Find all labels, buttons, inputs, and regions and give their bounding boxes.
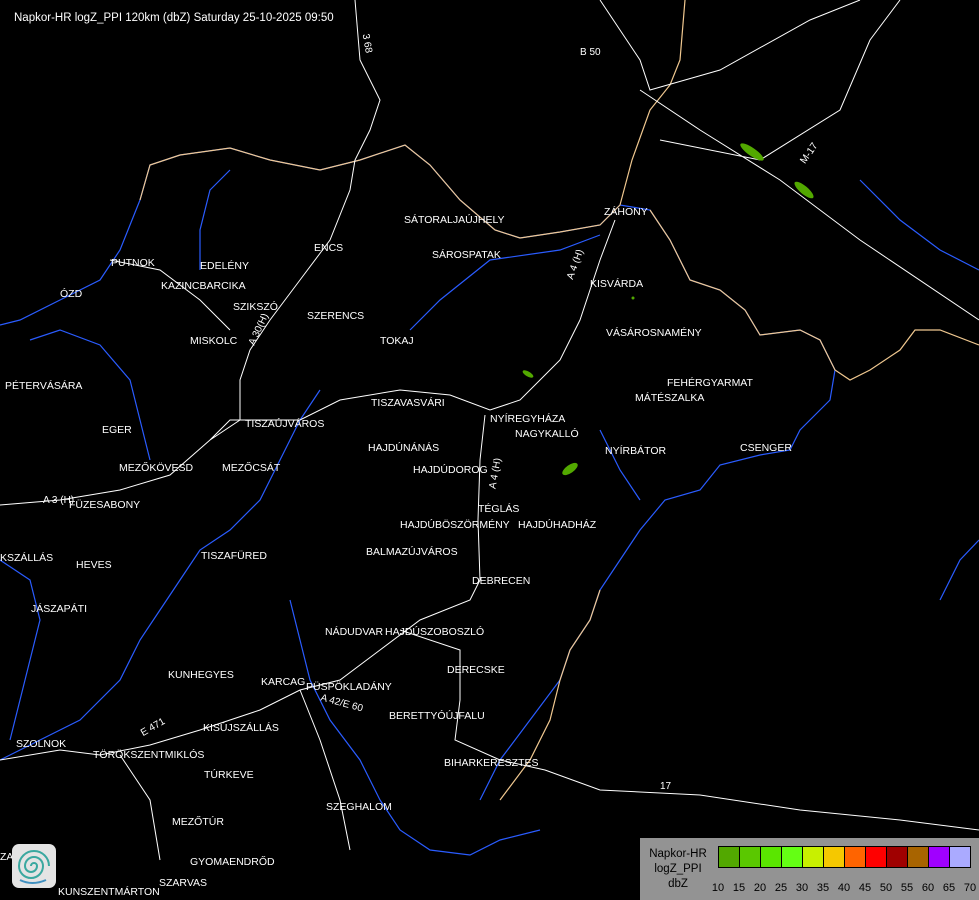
legend-tick: 30	[795, 882, 809, 894]
legend-swatch	[887, 847, 908, 867]
legend-tick: 55	[900, 882, 914, 894]
legend-tick: 50	[879, 882, 893, 894]
legend-tick: 20	[753, 882, 767, 894]
city-label: KISVÁRDA	[590, 278, 644, 290]
city-label: MEZŐTÚR	[172, 816, 224, 828]
legend-line: dbZ	[668, 878, 688, 890]
legend-swatch	[950, 847, 970, 867]
city-label: SZOLNOK	[16, 738, 67, 750]
city-label: HAJDÚBÖSZÖRMÉNY	[400, 519, 510, 531]
legend-swatch	[761, 847, 782, 867]
city-label: HAJDÚNÁNÁS	[368, 442, 440, 454]
city-label: KSZÁLLÁS	[0, 552, 54, 564]
city-label: ÓZD	[60, 288, 83, 300]
legend-tick: 15	[732, 882, 746, 894]
city-label: TISZAÚJVÁROS	[245, 418, 325, 430]
legend-line: Napkor-HR	[649, 848, 707, 860]
legend-swatch	[803, 847, 824, 867]
city-label: ENCS	[314, 242, 344, 254]
city-label: BALMAZÚJVÁROS	[366, 546, 458, 558]
legend-swatch	[866, 847, 887, 867]
city-label: PÉTERVÁSÁRA	[5, 380, 83, 392]
city-label: SZERENCS	[307, 310, 365, 322]
legend-line: logZ_PPI	[654, 863, 702, 875]
legend-swatch	[824, 847, 845, 867]
city-label: SZIKSZÓ	[233, 301, 278, 313]
city-label: DERECSKE	[447, 664, 505, 676]
city-label: SZARVAS	[159, 877, 208, 889]
city-label: NAGYKALLÓ	[515, 428, 579, 440]
legend-title: Napkor-HR logZ_PPI dbZ	[644, 847, 712, 892]
city-label: HAJDÚDOROG	[413, 464, 488, 476]
legend-tick: 60	[921, 882, 935, 894]
city-label: EGER	[102, 424, 132, 436]
city-label: GYOMAENDRŐD	[190, 856, 275, 868]
city-label: TÖRÖKSZENTMIKLÓS	[93, 749, 205, 761]
city-label: BIHARKERESZTES	[444, 757, 539, 769]
city-label: TISZAVASVÁRI	[371, 397, 445, 409]
city-label: KISÚJSZÁLLÁS	[203, 722, 279, 734]
city-label: HAJDÚSZOBOSZLÓ	[385, 626, 485, 638]
city-label: MEZŐKÖVESD	[119, 462, 194, 474]
city-label: PÜSPÖKLADÁNY	[306, 681, 392, 693]
city-label: EDELÉNY	[200, 260, 250, 272]
city-label: PUTNOK	[111, 257, 155, 269]
city-label: NÁDUDVAR	[325, 626, 384, 638]
city-label: TOKAJ	[380, 335, 414, 347]
city-label: MISKOLC	[190, 335, 238, 347]
legend-tick: 65	[942, 882, 956, 894]
city-label: HAJDÚHADHÁZ	[518, 519, 597, 531]
legend-tick: 35	[816, 882, 830, 894]
legend-swatch	[782, 847, 803, 867]
legend-tick: 40	[837, 882, 851, 894]
legend-swatch	[845, 847, 866, 867]
legend-tick: 45	[858, 882, 872, 894]
country-border	[139, 0, 979, 801]
legend-swatch	[929, 847, 950, 867]
city-label: KUNSZENTMÁRTON	[58, 886, 160, 898]
roads	[0, 0, 979, 861]
city-label: MÁTÉSZALKA	[635, 392, 705, 404]
city-label: TISZAFÜRED	[201, 550, 267, 562]
radar-title: Napkor-HR logZ_PPI 120km (dbZ) Saturday …	[14, 12, 334, 24]
city-label: TÉGLÁS	[478, 503, 520, 515]
city-label: JÁSZAPÁTI	[31, 603, 88, 615]
legend-tick: 70	[963, 882, 977, 894]
city-label: VÁSÁROSNAMÉNY	[606, 327, 702, 339]
color-legend: Napkor-HR logZ_PPI dbZ 10 15 20 25 30 35 40 45 5…	[640, 838, 979, 900]
city-label: ZÁHONY	[604, 206, 648, 218]
city-label: DEBRECEN	[472, 575, 531, 587]
city-label: SÁROSPATAK	[432, 249, 501, 261]
radar-echoes	[522, 143, 814, 476]
road-label: B 50	[580, 47, 601, 58]
city-label: TÚRKEVE	[204, 769, 254, 781]
city-label: MEZŐCSÁT	[222, 462, 281, 474]
legend-color-bar	[718, 846, 971, 868]
legend-tick: 25	[774, 882, 788, 894]
city-label: ZA	[0, 851, 14, 863]
city-label: KAZINCBARCIKA	[161, 280, 246, 292]
city-label: FEHÉRGYARMAT	[667, 377, 753, 389]
legend-swatch	[719, 847, 740, 867]
city-label: NYÍREGYHÁZA	[490, 413, 566, 425]
city-label: SZEGHALOM	[326, 801, 392, 813]
city-label: SÁTORALJAÚJHELY	[404, 214, 505, 226]
city-label: FÜZESABONY	[69, 499, 141, 511]
road-label: 17	[660, 781, 672, 792]
legend-tick: 10	[711, 882, 725, 894]
legend-swatch	[740, 847, 761, 867]
city-label: NYÍRBÁTOR	[605, 445, 667, 457]
road-label: A 3 (H)	[43, 495, 75, 506]
city-label: KUNHEGYES	[168, 669, 234, 681]
city-label: BERETTYÓÚJFALU	[389, 710, 485, 722]
city-label: CSENGER	[740, 442, 792, 454]
spiral-logo-icon	[12, 844, 56, 888]
city-label: KARCAG	[261, 676, 306, 688]
legend-swatch	[908, 847, 929, 867]
city-label: HEVES	[76, 559, 112, 571]
